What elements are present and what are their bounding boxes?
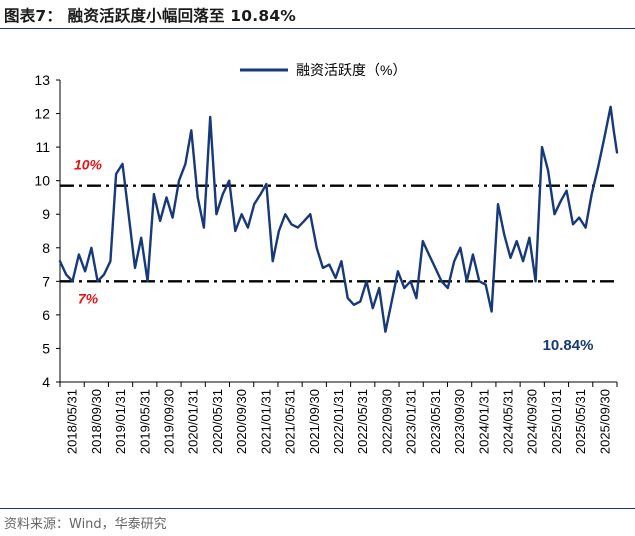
- y-tick-label: 12: [34, 106, 50, 122]
- end-value-label: 10.84%: [543, 337, 594, 354]
- x-tick-label: 2020/09/30: [234, 389, 249, 454]
- x-tick-label: 2018/05/31: [65, 389, 80, 454]
- x-tick-label: 2024/09/30: [525, 389, 540, 454]
- page-title: 图表7： 融资活跃度小幅回落至 10.84%: [4, 7, 297, 25]
- x-tick-label: 2023/01/31: [404, 389, 419, 454]
- x-tick-label: 2021/01/31: [258, 389, 273, 454]
- x-tick-label: 2020/01/31: [186, 389, 201, 454]
- x-tick-label: 2019/05/31: [137, 389, 152, 454]
- y-tick-label: 7: [42, 273, 50, 289]
- x-tick-label: 2019/09/30: [161, 389, 176, 454]
- x-tick-label: 2023/05/31: [428, 389, 443, 454]
- x-tick-label: 2018/09/30: [89, 389, 104, 454]
- x-tick-label: 2023/09/30: [452, 389, 467, 454]
- y-tick-label: 5: [42, 340, 50, 356]
- y-tick-label: 10: [34, 173, 50, 189]
- x-tick-label: 2022/09/30: [379, 389, 394, 454]
- reference-lines: 10% 7%: [60, 157, 617, 306]
- reference-line-label: 10%: [74, 157, 103, 173]
- chart: 4 5 6 7 8 9 10 11 12 13 2018/05/31 2018/09/30 2019/0…: [34, 62, 619, 454]
- x-tick-label: 2024/05/31: [501, 389, 516, 454]
- x-tick-label: 2020/05/31: [210, 389, 225, 454]
- x-tick-label: 2024/01/31: [476, 389, 491, 454]
- y-tick-label: 6: [42, 307, 50, 323]
- y-tick-label: 8: [42, 240, 50, 256]
- x-tick-label: 2022/05/31: [355, 389, 370, 454]
- y-tick-label: 11: [35, 139, 50, 155]
- annotation-layer: 10.84%: [543, 337, 594, 354]
- source-divider: [0, 508, 635, 509]
- series-layer: [58, 105, 619, 333]
- y-tick-label: 13: [34, 72, 50, 88]
- axes: 4 5 6 7 8 9 10 11 12 13 2018/05/31 2018/09/30 2019/0…: [34, 72, 618, 454]
- legend-label: 融资活跃度（%）: [296, 62, 406, 78]
- series-line: [58, 105, 619, 333]
- title-divider: [0, 28, 635, 29]
- x-tick-label: 2021/09/30: [307, 389, 322, 454]
- legend: 融资活跃度（%）: [240, 62, 406, 78]
- y-tick-label: 4: [42, 374, 50, 390]
- x-tick-label: 2025/01/31: [549, 389, 564, 454]
- source-note: 资料来源：Wind，华泰研究: [4, 517, 167, 532]
- reference-line-label: 7%: [78, 290, 99, 306]
- x-tick-label: 2021/05/31: [283, 389, 298, 454]
- x-tick-label: 2019/01/31: [113, 389, 128, 454]
- x-tick-label: 2025/09/30: [597, 389, 612, 454]
- x-tick-label: 2022/01/31: [331, 389, 346, 454]
- x-tick-label: 2025/05/31: [573, 389, 588, 454]
- y-tick-label: 9: [42, 206, 50, 222]
